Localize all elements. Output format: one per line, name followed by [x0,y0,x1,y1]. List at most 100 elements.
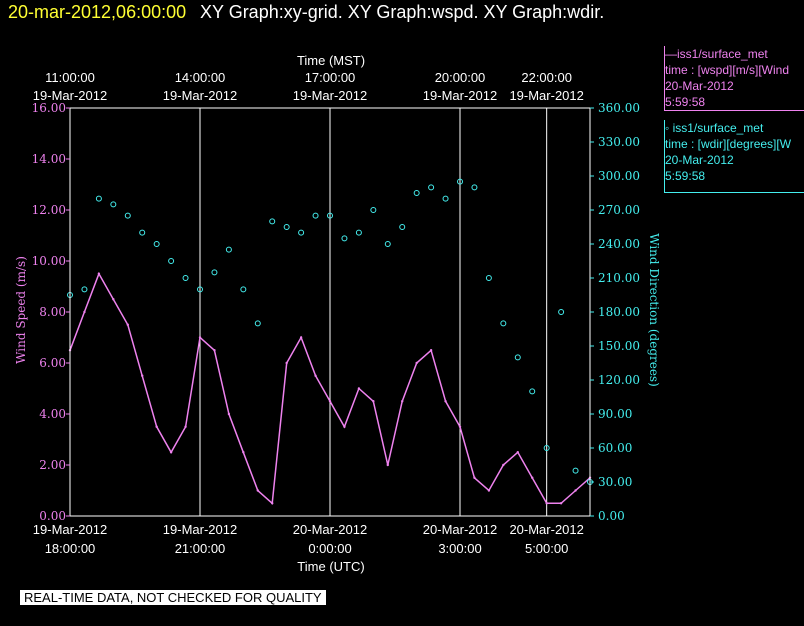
legend-wspd: —iss1/surface_met time : [wspd][m/s][Win… [664,46,804,111]
wspd-point [299,336,303,339]
wdir-point [211,269,218,276]
y-tick-left-label: 8.00 [39,305,66,319]
legend-wspd-line1: —iss1/surface_met [665,47,768,61]
wdir-point [471,184,478,191]
wspd-point [328,400,332,403]
y-tick-left-label: 14.00 [32,152,66,166]
wdir-point [370,207,377,213]
wspd-point [126,323,129,326]
x-tick-top-date: 19-Mar-2012 [33,88,107,103]
wspd-point [458,425,462,428]
x-tick-bottom-time: 21:00:00 [175,541,226,556]
y-tick-left-label: 0.00 [39,509,66,523]
wdir-point [442,195,449,202]
legend-wdir-line3: 20-Mar-2012 [665,153,734,167]
wspd-point [227,412,231,416]
wspd-point [285,361,288,365]
wdir-point [355,229,362,236]
x-tick-bottom-time: 0:00:00 [308,541,351,556]
y-tick-left-label: 6.00 [39,356,66,370]
legend-wdir-line4: 5:59:58 [665,169,706,183]
y-tick-left-label: 10.00 [32,254,66,268]
wdir-point [298,229,305,236]
y-tick-right-label: 60.00 [598,441,632,455]
wspd-point [169,451,173,454]
wspd-point [545,502,548,505]
wspd-point [184,425,187,428]
y-axis-title-right: Wind Direction (degrees) [647,233,661,387]
wdir-point [500,320,507,327]
y-tick-right-label: 270.00 [598,203,640,217]
wdir-point [312,212,319,219]
x-tick-top-time: 17:00:00 [305,70,356,85]
wdir-point [399,224,406,230]
wspd-point [198,336,202,339]
y-tick-right-label: 90.00 [598,407,632,421]
x-tick-top-time: 14:00:00 [175,70,226,85]
y-tick-right-label: 120.00 [598,373,640,387]
wspd-point [429,349,433,352]
wspd-point [155,425,158,428]
wspd-point [401,400,404,403]
wspd-point [242,451,245,454]
header-datetime: 20-mar-2012,06:00:00 [8,2,187,22]
legend-wdir-line1: ◦ iss1/surface_met [665,121,764,135]
legend-wspd-line3: 20-Mar-2012 [665,79,734,93]
x-tick-bottom-date: 20-Mar-2012 [509,522,583,537]
x-tick-bottom-time: 5:00:00 [525,541,568,556]
wdir-point [269,218,276,225]
y-tick-right-label: 0.00 [598,509,625,523]
wdir-point [457,178,463,185]
wdir-point [240,286,247,293]
x-tick-top-time: 20:00:00 [435,70,486,85]
legend-wspd-line4: 5:59:58 [665,95,706,109]
y-tick-right-label: 360.00 [598,101,640,115]
wspd-point [574,489,577,492]
x-tick-bottom-date: 19-Mar-2012 [163,522,237,537]
x-tick-top-time: 22:00:00 [521,70,572,85]
wspd-point [357,387,361,390]
wdir-point [124,212,131,219]
wdir-point [95,195,102,202]
wdir-point [327,212,333,219]
y-tick-right-label: 150.00 [598,339,640,353]
x-axis-title-top: Time (MST) [297,53,365,68]
wdir-point [558,309,565,315]
wdir-point [81,286,88,293]
wspd-point [314,374,317,377]
wspd-point [502,463,505,467]
y-tick-left-label: 4.00 [39,407,66,421]
wspd-point [473,476,476,479]
wspd-point [372,400,375,403]
header-graph-names: XY Graph:xy-grid. XY Graph:wspd. XY Grap… [200,2,605,22]
wdir-point [572,467,579,474]
wdir-point [197,286,203,293]
wdir-point [428,184,435,191]
x-tick-bottom-date: 19-Mar-2012 [33,522,107,537]
y-tick-left-label: 12.00 [32,203,66,217]
legend-wspd-line2: time : [wspd][m/s][Wind [665,63,790,77]
x-tick-top-date: 19-Mar-2012 [509,88,583,103]
wdir-point [514,354,521,361]
wdir-point [283,224,290,230]
wspd-point [386,463,389,467]
wspd-point [112,298,115,301]
wspd-point [256,489,259,492]
wdir-point [254,320,261,327]
wspd-point [487,489,491,492]
wspd-point [343,425,346,428]
wdir-point [182,275,189,281]
wdir-point [384,241,391,247]
x-tick-top-date: 19-Mar-2012 [423,88,497,103]
wspd-point [531,476,534,479]
y-tick-left-label: 2.00 [39,458,66,472]
y-axis-title-left: Wind Speed (m/s) [14,256,28,364]
wspd-point [213,349,216,352]
x-tick-bottom-time: 18:00:00 [45,541,96,556]
axes-layer: 11:00:00 19-Mar-2012 14:00:00 19-Mar-2012 17… [32,70,640,556]
wdir-point [543,445,550,451]
wspd-point [444,400,447,403]
wspd-point [559,502,563,505]
wspd-point [83,310,86,314]
